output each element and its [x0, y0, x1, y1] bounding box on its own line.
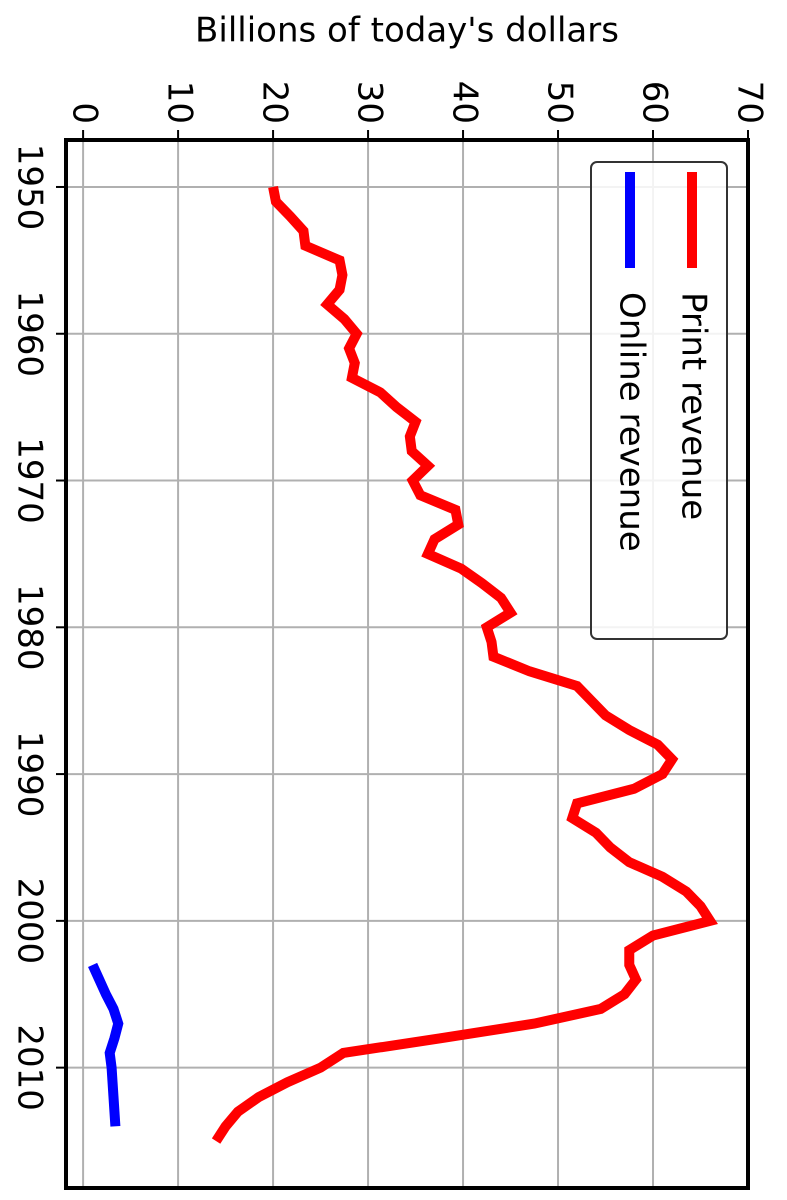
y-tick-label: 50: [540, 81, 580, 124]
x-tick-label: 1950: [10, 144, 50, 231]
plot-frame: [64, 138, 750, 1190]
y-tick-label: 40: [445, 81, 485, 124]
legend-box: [590, 161, 728, 640]
y-tick-label: 60: [635, 81, 675, 124]
x-tick-label: 1970: [10, 437, 50, 524]
y-tick-label: 30: [350, 81, 390, 124]
x-tick-label: 1980: [10, 584, 50, 671]
legend: Print revenue Online revenue: [590, 161, 728, 640]
series-line: [211, 186, 718, 1144]
y-tick-label: 10: [160, 81, 200, 124]
series-line: [88, 962, 124, 1127]
x-tick-label: 2000: [10, 878, 50, 965]
x-tick-label: 1960: [10, 290, 50, 377]
legend-label: Online revenue: [612, 292, 652, 552]
x-tick-label: 2010: [10, 1024, 50, 1111]
x-tick-label: 1990: [10, 731, 50, 818]
legend-label: Print revenue: [674, 292, 714, 520]
chart-title: Billions of today's dollars: [195, 11, 619, 51]
y-tick-label: 70: [730, 81, 770, 124]
y-tick-label: 20: [255, 81, 295, 124]
y-tick-label: 0: [65, 102, 105, 124]
